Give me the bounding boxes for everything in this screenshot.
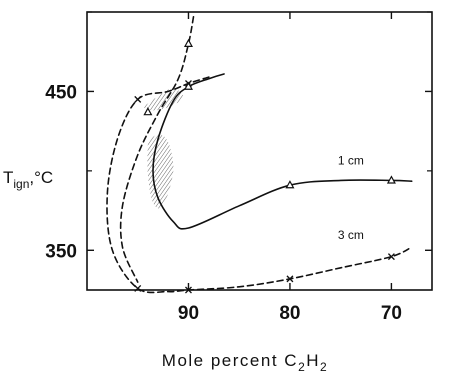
axis-ticks: 90 80 70 450 350 (45, 11, 432, 324)
curve-label-1: 1 cm (338, 154, 364, 168)
x-tick-label-70: 70 (381, 303, 402, 324)
series-1-point-4 (386, 175, 396, 184)
x-tick-label-80: 80 (279, 303, 300, 324)
x-tick-label-90: 90 (178, 303, 199, 324)
series-1-point-3 (285, 180, 295, 189)
series-1-point-1 (143, 107, 153, 116)
shaded-region-1 (142, 88, 184, 111)
series-line-2 (106, 76, 413, 294)
series-2-point-3 (134, 284, 142, 292)
series-3-point-1 (183, 38, 193, 47)
x-axis-label: Mole percent C2H2 (162, 351, 328, 374)
y-tick-label-450: 450 (45, 82, 77, 103)
shaded-region-2 (147, 134, 174, 209)
series-2-point-5 (286, 275, 294, 283)
curve-label-2: 3 cm (338, 228, 364, 242)
plot-frame (86, 11, 433, 291)
markers (134, 38, 396, 294)
y-tick-label-350: 350 (45, 241, 77, 262)
series-2-point-6 (387, 253, 395, 261)
series-2-point-1 (134, 95, 142, 103)
y-axis-label: Tign,°C (3, 168, 53, 191)
series-line-1 (152, 73, 413, 230)
curve-labels: 1 cm 3 cm (338, 154, 364, 243)
series-2-point-2 (185, 80, 192, 87)
